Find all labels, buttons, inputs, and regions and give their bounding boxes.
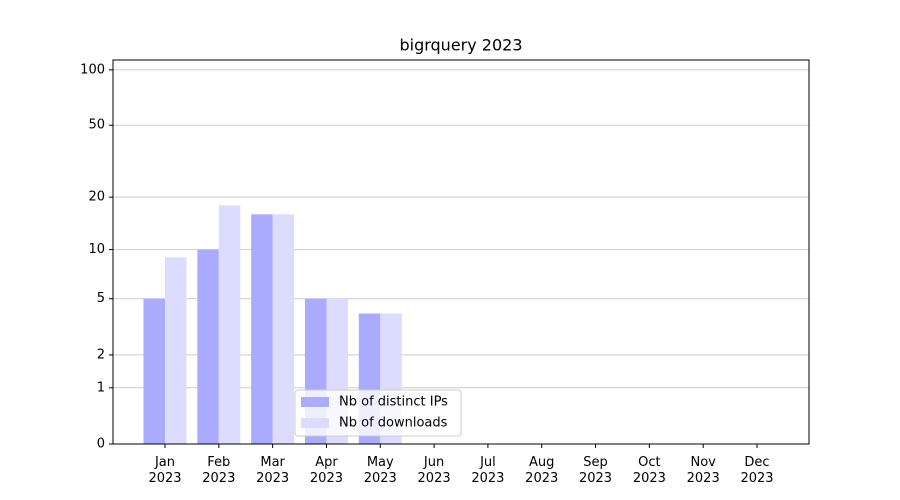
x-tick-label-line: Jan xyxy=(154,455,175,470)
x-tick-label-line: Feb xyxy=(207,455,230,470)
bar xyxy=(218,205,241,444)
x-tick-label-line: Dec xyxy=(744,455,769,470)
plot-frame xyxy=(112,59,810,445)
x-tick-label-line: Aug xyxy=(529,455,554,470)
x-tick-label-line: 2023 xyxy=(148,471,181,486)
x-tick-label-line: May xyxy=(367,455,394,470)
x-tick-label-line: Oct xyxy=(638,455,660,470)
y-tick-label: 20 xyxy=(88,190,105,205)
bar xyxy=(143,298,165,444)
y-tick-label: 10 xyxy=(88,242,105,257)
legend-label: Nb of distinct IPs xyxy=(339,395,448,410)
x-tick-label-line: Sep xyxy=(583,455,608,470)
x-tick-label: Nov 2023 xyxy=(687,455,720,486)
x-tick-label: Aug 2023 xyxy=(525,455,558,486)
y-tick-label: 50 xyxy=(88,118,105,133)
x-tick-label: Dec 2023 xyxy=(740,455,773,486)
x-tick-label: Oct 2023 xyxy=(633,455,666,486)
x-tick-label-line: Mar xyxy=(260,455,285,470)
y-tick-label: 100 xyxy=(80,62,105,77)
legend-box xyxy=(294,389,462,437)
x-tick-label-line: 2023 xyxy=(310,471,343,486)
x-tick-label-line: 2023 xyxy=(471,471,504,486)
x-tick-label: Jul 2023 xyxy=(471,455,504,486)
x-tick-label-line: 2023 xyxy=(579,471,612,486)
x-tick-label-line: 2023 xyxy=(633,471,666,486)
x-tick-label-line: Nov xyxy=(690,455,716,470)
x-tick-label-line: 2023 xyxy=(687,471,720,486)
x-tick-label: May 2023 xyxy=(364,455,397,486)
x-tick-label-line: 2023 xyxy=(740,471,773,486)
bar xyxy=(272,214,295,444)
y-tick-label: 5 xyxy=(97,291,105,306)
x-tick-label: Sep 2023 xyxy=(579,455,612,486)
x-tick-label-line: 2023 xyxy=(418,471,451,486)
x-tick-label-line: 2023 xyxy=(202,471,235,486)
x-tick-label: Feb 2023 xyxy=(202,455,235,486)
y-tick-label: 1 xyxy=(97,380,105,395)
x-tick-label-line: Jun xyxy=(423,455,444,470)
x-tick-label: Jun 2023 xyxy=(418,455,451,486)
x-tick-label: Apr 2023 xyxy=(310,455,343,486)
legend-swatch xyxy=(301,397,329,407)
chart-title: bigrquery 2023 xyxy=(399,36,522,55)
x-tick-label-line: 2023 xyxy=(364,471,397,486)
x-tick-label-line: Apr xyxy=(315,455,338,470)
legend-swatch xyxy=(301,418,329,428)
bar xyxy=(251,214,273,444)
x-tick-label-line: 2023 xyxy=(256,471,289,486)
bar xyxy=(197,249,219,444)
y-tick-label: 2 xyxy=(97,347,105,362)
x-tick-label: Jan 2023 xyxy=(148,455,181,486)
x-tick-label-line: 2023 xyxy=(525,471,558,486)
x-tick-label: Mar 2023 xyxy=(256,455,289,486)
legend-label: Nb of downloads xyxy=(339,416,448,431)
y-tick-label: 0 xyxy=(97,437,105,452)
x-tick-label-line: Jul xyxy=(479,455,496,470)
bar xyxy=(165,257,187,444)
